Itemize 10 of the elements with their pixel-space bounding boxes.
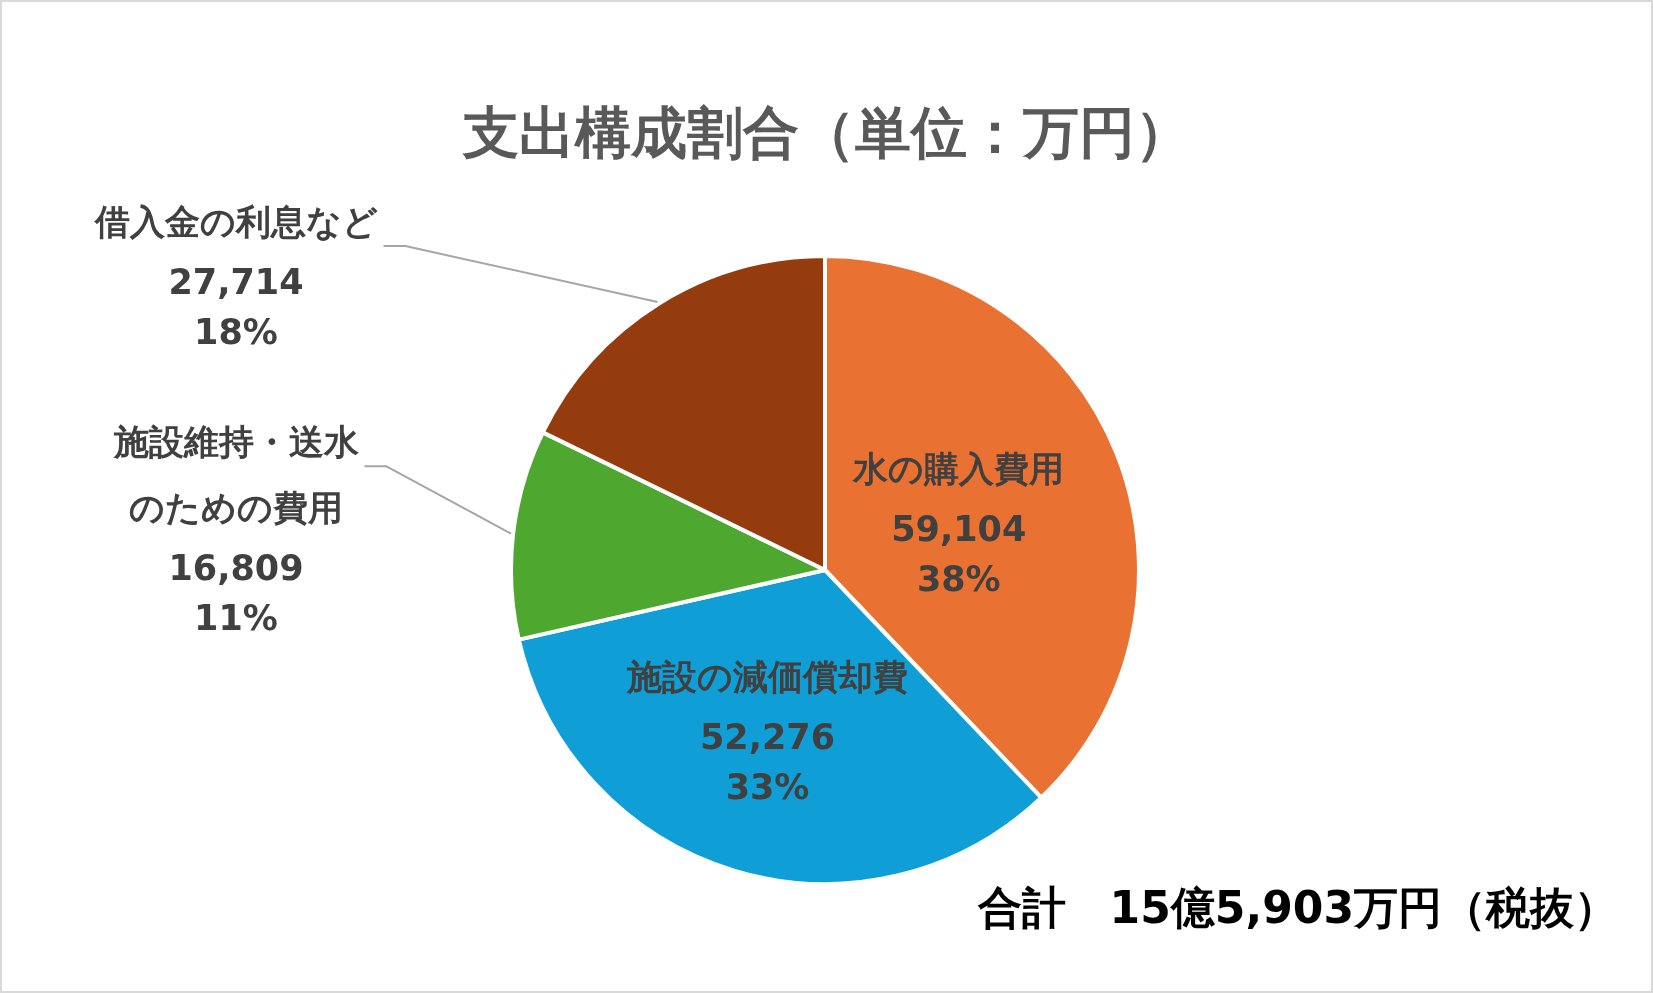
slice-label: 施設維持・送水のための費用 — [112, 422, 359, 529]
slice-label: 施設の減価償却費 — [626, 657, 909, 698]
slice-label: 借入金の利息など — [92, 202, 378, 243]
text: 合計 15億5,903万円（税抜） — [976, 881, 1618, 933]
data-label: 16,809 11% — [168, 548, 304, 639]
data-label: 59,104 38% — [891, 508, 1027, 599]
chart-title: 支出構成割合（単位：万円） — [461, 99, 1191, 165]
slice-label: 水の購入費用 — [852, 448, 1065, 489]
data-label: 52,276 33% — [700, 717, 836, 808]
data-label: 27,714 18% — [168, 262, 304, 353]
